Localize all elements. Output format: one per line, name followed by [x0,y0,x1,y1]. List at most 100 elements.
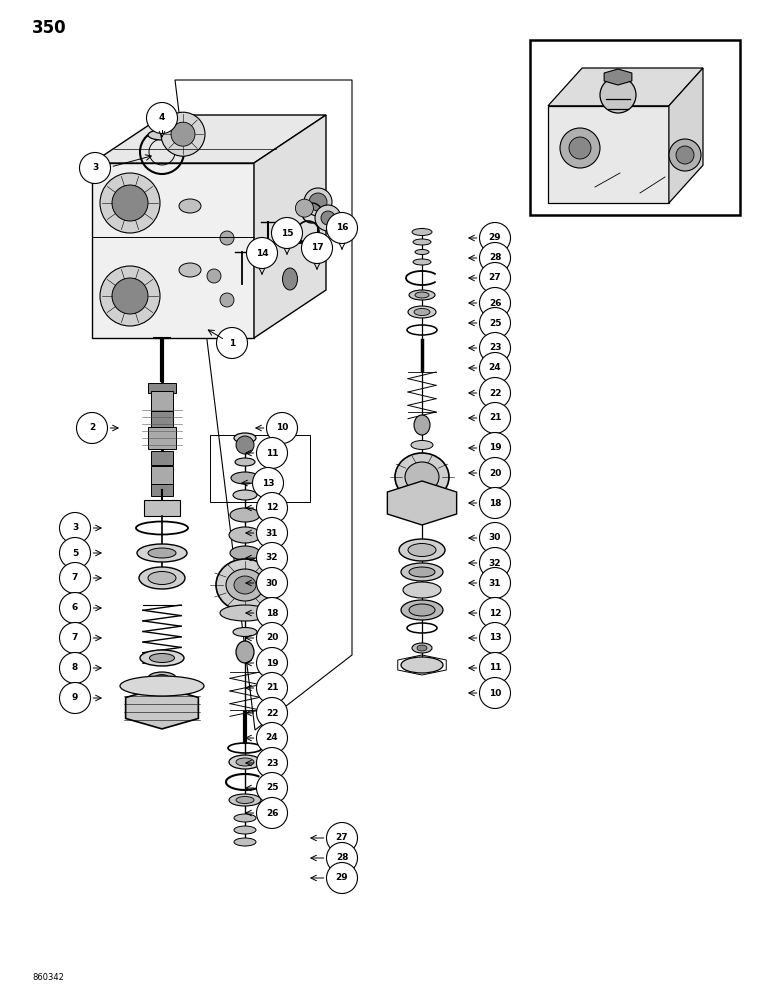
Ellipse shape [233,628,257,637]
Circle shape [479,488,510,518]
Polygon shape [669,68,703,203]
Text: 22: 22 [266,708,278,718]
Text: 20: 20 [266,634,278,643]
Ellipse shape [179,199,201,213]
Circle shape [216,328,248,359]
Circle shape [321,211,335,225]
Ellipse shape [148,130,176,140]
Ellipse shape [405,462,439,492]
Text: 29: 29 [336,874,348,882]
Ellipse shape [411,440,433,450]
Text: 19: 19 [266,658,279,668]
Ellipse shape [231,472,259,484]
Text: 3: 3 [72,524,78,532]
Text: 11: 11 [266,448,278,458]
Text: 19: 19 [489,444,501,452]
Circle shape [256,568,287,598]
Text: 23: 23 [266,758,278,768]
Ellipse shape [226,569,264,601]
Text: 30: 30 [266,578,278,587]
Circle shape [59,682,90,714]
Bar [151,390,173,416]
Polygon shape [604,69,631,85]
Text: 13: 13 [262,479,274,488]
Circle shape [207,269,221,283]
Circle shape [600,77,636,113]
Ellipse shape [413,259,431,265]
Text: 12: 12 [266,504,278,512]
Bar [144,500,180,516]
Circle shape [59,592,90,624]
Bar [151,411,173,429]
Ellipse shape [401,600,443,620]
Text: 27: 27 [489,273,501,282]
Ellipse shape [413,239,431,245]
Text: 3: 3 [92,163,98,172]
Ellipse shape [148,572,176,584]
Circle shape [676,146,694,164]
Ellipse shape [148,548,176,558]
Circle shape [147,103,178,133]
Text: 27: 27 [336,834,348,842]
Text: 4: 4 [159,113,165,122]
Circle shape [315,205,341,231]
Text: 15: 15 [281,229,293,237]
Bar [148,427,176,449]
Circle shape [479,568,510,598]
Text: 17: 17 [310,243,323,252]
Circle shape [236,436,254,454]
Text: 26: 26 [489,298,501,308]
Circle shape [479,548,510,578]
Text: 24: 24 [489,363,501,372]
Circle shape [479,332,510,363]
Ellipse shape [414,415,430,435]
Ellipse shape [408,544,436,556]
Text: 28: 28 [336,854,348,862]
Circle shape [296,199,313,217]
Text: 18: 18 [489,498,501,508]
Text: 32: 32 [489,558,501,568]
Circle shape [256,597,287,629]
Circle shape [76,412,107,444]
Ellipse shape [140,650,184,666]
Text: 26: 26 [266,808,278,818]
Ellipse shape [139,567,185,589]
Bar [151,484,173,496]
Ellipse shape [414,308,430,316]
Text: 31: 31 [489,578,501,587]
Text: 12: 12 [489,608,501,617]
Circle shape [479,262,510,294]
Text: 21: 21 [489,414,501,422]
Circle shape [256,698,287,728]
Circle shape [252,468,283,498]
Text: 13: 13 [489,634,501,643]
Text: 11: 11 [489,664,501,672]
Ellipse shape [233,490,257,500]
Circle shape [272,218,303,248]
Ellipse shape [408,306,436,318]
Circle shape [220,231,234,245]
Ellipse shape [236,758,254,766]
Circle shape [256,748,287,778]
Circle shape [479,597,510,629]
Text: 5: 5 [72,548,78,558]
Ellipse shape [395,453,449,501]
Circle shape [256,518,287,548]
Circle shape [80,152,110,184]
Text: 32: 32 [266,554,278,562]
Circle shape [256,798,287,828]
Ellipse shape [120,676,204,696]
Circle shape [560,128,600,168]
Circle shape [479,288,510,318]
Text: 28: 28 [489,253,501,262]
Text: 8: 8 [72,664,78,672]
Circle shape [256,648,287,678]
Circle shape [309,193,327,211]
Ellipse shape [409,567,435,577]
Ellipse shape [155,674,169,682]
Circle shape [327,213,357,243]
Ellipse shape [236,641,254,663]
Ellipse shape [234,838,256,846]
Text: 10: 10 [276,424,288,432]
Circle shape [266,412,297,444]
